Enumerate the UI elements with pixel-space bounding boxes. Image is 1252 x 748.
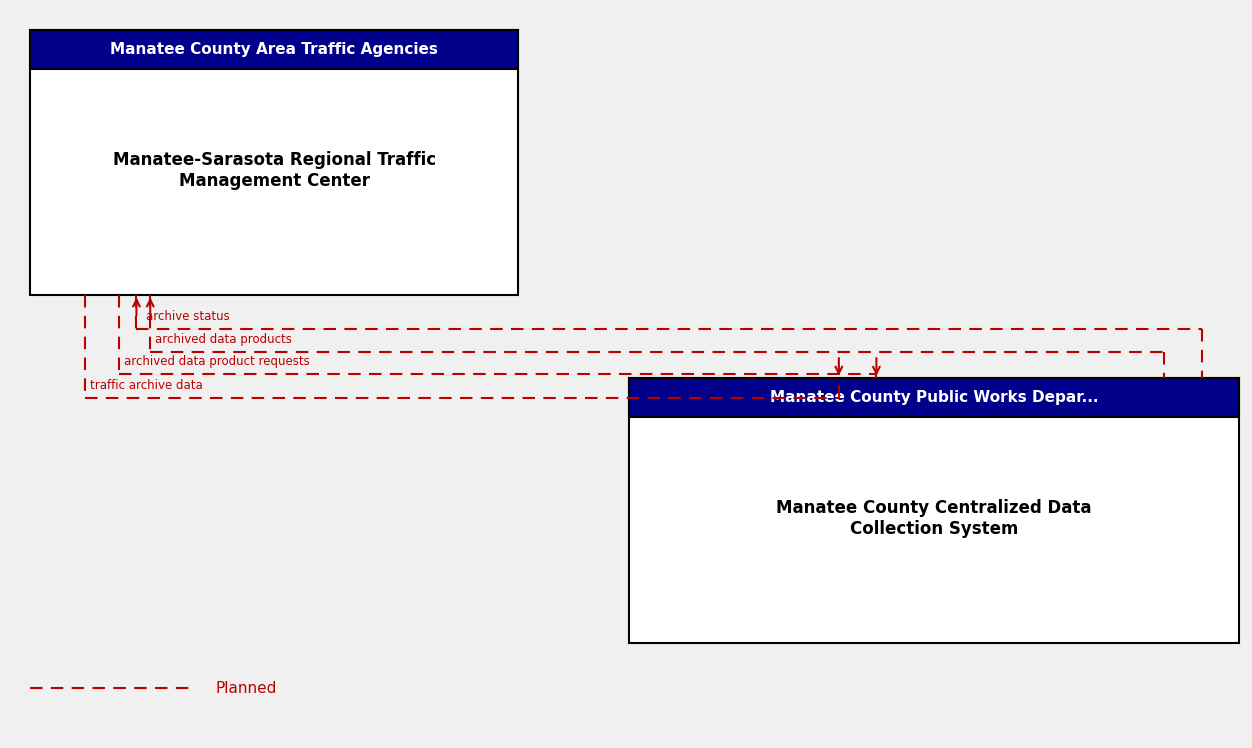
Text: Manatee-Sarasota Regional Traffic
Management Center: Manatee-Sarasota Regional Traffic Manage… xyxy=(113,151,436,190)
Bar xyxy=(30,30,518,69)
Text: archived data product requests: archived data product requests xyxy=(124,355,309,368)
Text: archive status: archive status xyxy=(146,310,230,323)
Bar xyxy=(629,378,1239,417)
Bar xyxy=(629,378,1239,643)
Text: Planned: Planned xyxy=(215,681,277,696)
Text: Manatee County Public Works Depar...: Manatee County Public Works Depar... xyxy=(770,390,1098,405)
Text: traffic archive data: traffic archive data xyxy=(90,379,203,392)
Bar xyxy=(30,30,518,295)
Text: Manatee County Area Traffic Agencies: Manatee County Area Traffic Agencies xyxy=(110,42,438,57)
Text: archived data products: archived data products xyxy=(155,333,292,346)
Text: Manatee County Centralized Data
Collection System: Manatee County Centralized Data Collecti… xyxy=(776,499,1092,538)
